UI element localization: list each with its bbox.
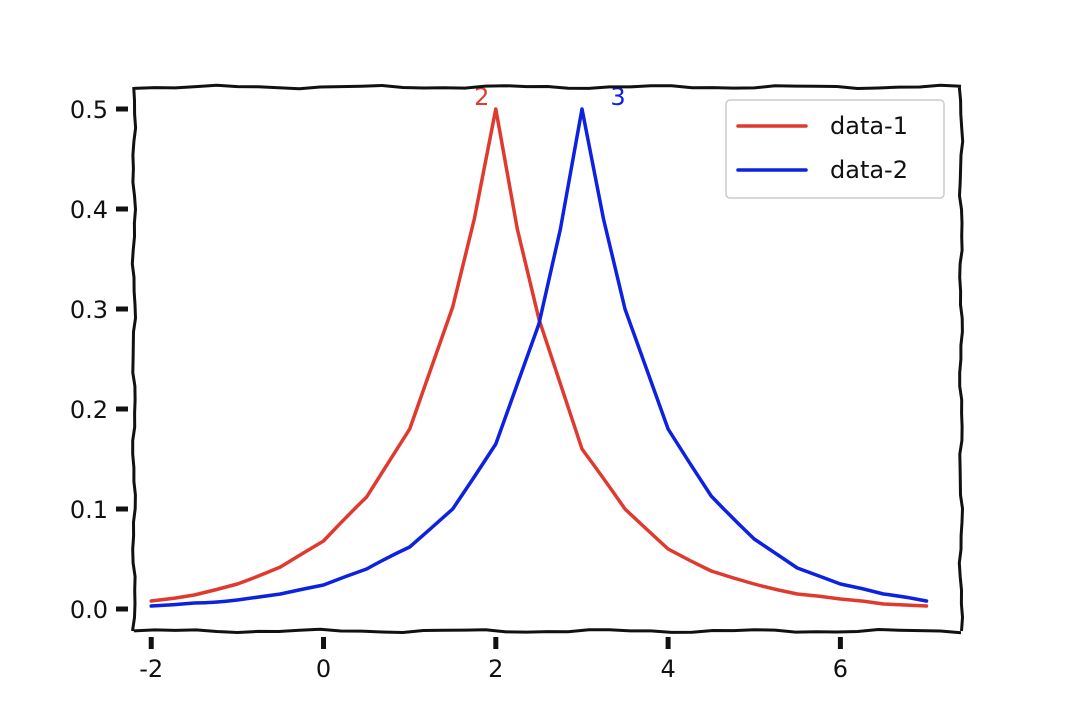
- x-tick-label: 6: [833, 655, 848, 683]
- y-tick-label: 0.3: [70, 296, 108, 324]
- series-layer: [149, 107, 929, 608]
- y-axis: 0.0 0.1 0.2 0.3 0.4 0.5: [70, 96, 128, 624]
- series-line-data-2: [149, 107, 929, 608]
- legend-label: data-2: [830, 156, 908, 184]
- x-tick-label: 2: [488, 655, 503, 683]
- peak-annotation: 3: [610, 83, 625, 111]
- x-tick-label: 4: [660, 655, 675, 683]
- x-axis: -2 0 2 4 6: [139, 637, 848, 683]
- y-tick-label: 0.1: [70, 496, 108, 524]
- series-line-data-1: [149, 107, 929, 608]
- x-tick-label: -2: [139, 655, 163, 683]
- x-tick-label: 0: [316, 655, 331, 683]
- plot-frame: [130, 83, 965, 635]
- y-tick-label: 0.4: [70, 196, 108, 224]
- legend-label: data-1: [830, 112, 908, 140]
- y-tick-label: 0.5: [70, 96, 108, 124]
- legend: data-1 data-2: [725, 99, 945, 199]
- peak-annotation: 2: [474, 83, 489, 111]
- y-tick-label: 0.0: [70, 596, 108, 624]
- y-tick-label: 0.2: [70, 396, 108, 424]
